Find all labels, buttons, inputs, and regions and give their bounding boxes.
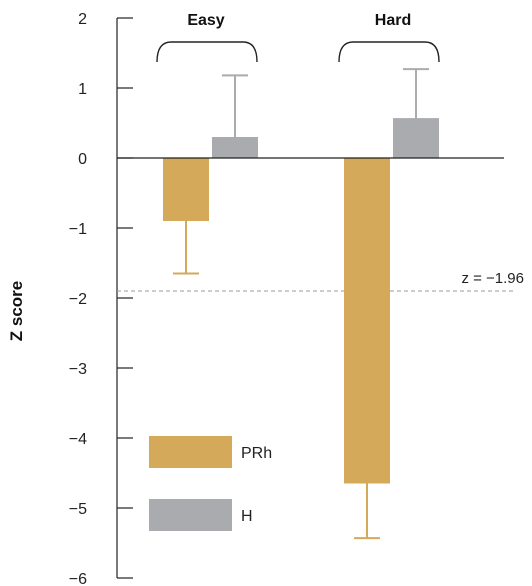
bars-group [163, 68, 439, 540]
y-tick-label: −4 [69, 431, 87, 448]
reference-line-group: z = −1.96 [117, 270, 524, 292]
y-tick-label: −3 [69, 361, 87, 378]
group-label-easy: Easy [187, 12, 224, 29]
bar-prh-hard [344, 158, 390, 484]
legend-label-h: H [241, 508, 253, 525]
y-tick-label: −2 [69, 291, 87, 308]
y-tick-label: −6 [69, 571, 87, 586]
group-bracket-easy [156, 41, 258, 63]
bar-prh-easy [163, 158, 209, 221]
y-tick-label: 1 [78, 81, 87, 98]
reference-line-label: z = −1.96 [461, 270, 524, 287]
bar-h-hard [393, 118, 439, 158]
y-tick-label: −5 [69, 501, 87, 518]
y-tick-label: 0 [78, 151, 87, 168]
y-tick-label: −1 [69, 221, 87, 238]
legend-label-prh: PRh [241, 445, 272, 462]
group-label-hard: Hard [375, 12, 411, 29]
group-bracket-hard [338, 41, 440, 63]
bar-h-easy [212, 137, 258, 158]
group-brackets: Easy Hard [156, 12, 440, 63]
y-tick-label: 2 [78, 11, 87, 28]
y-axis: 2 1 0 −1 −2 −3 −4 −5 −6 [69, 11, 133, 586]
legend-swatch-h [149, 499, 232, 531]
legend-swatch-prh [149, 436, 232, 468]
legend: PRh H [149, 436, 272, 531]
y-axis-label: Z score [7, 281, 26, 341]
